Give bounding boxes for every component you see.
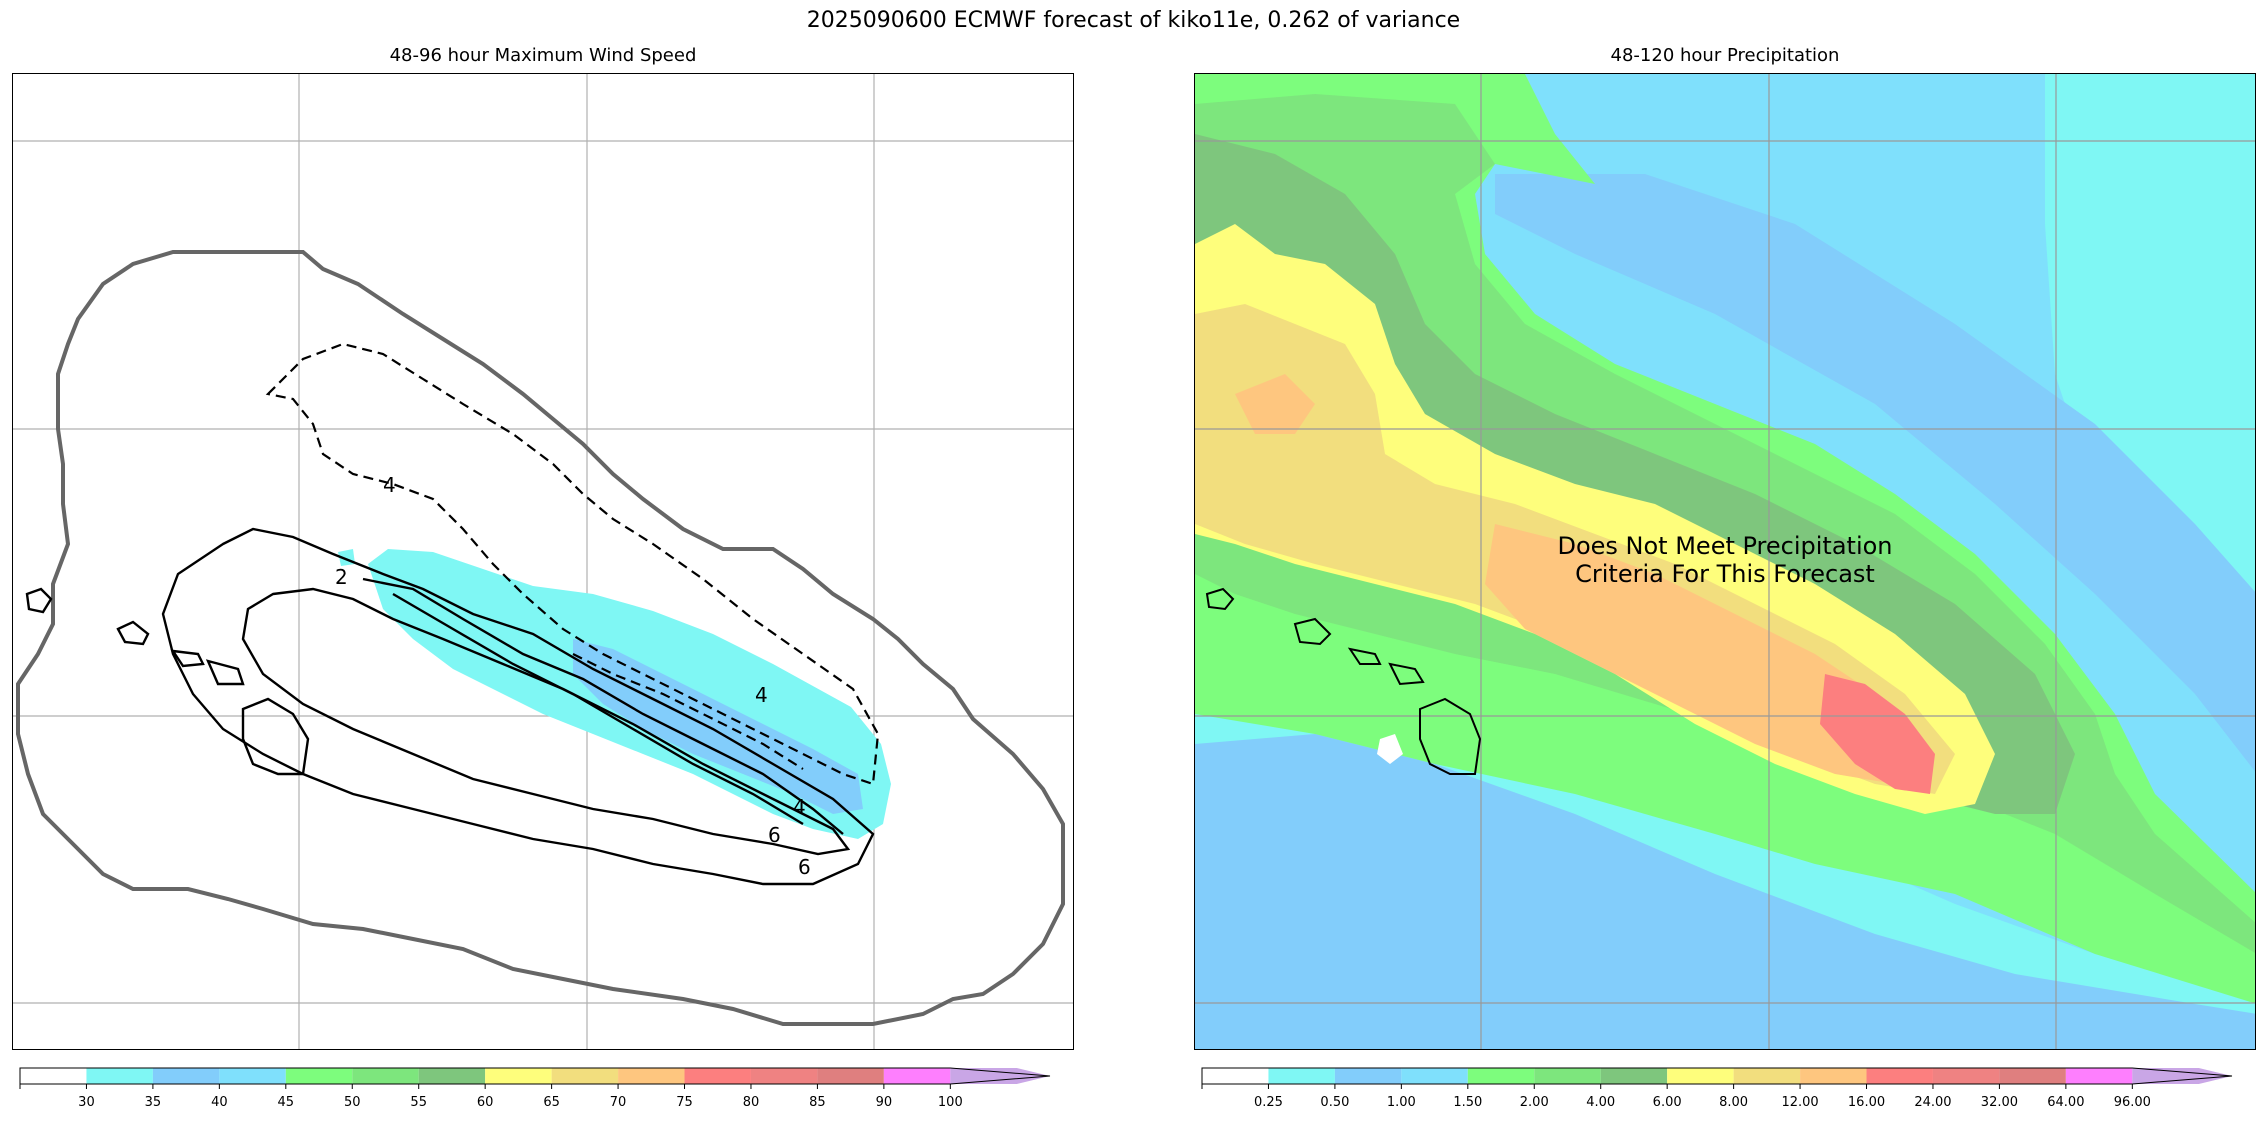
wind-speed-colorbar-bin [950, 1068, 1050, 1084]
wind-speed-colorbar-bin [285, 1068, 353, 1084]
map-gridlines [13, 74, 1073, 1049]
wind-speed-colorbar-tick-label: 80 [743, 1095, 760, 1110]
forecast-envelope [16, 250, 1065, 1026]
precipitation-colorbar-svg: 0.25 0.50 1.00 1.50 2.00 4.00 6.00 8.00 12.00 16.… [1201, 1067, 2233, 1110]
figure-title: 2025090600 ECMWF forecast of kiko11e, 0.… [806, 8, 1461, 33]
contour-label: 4 [383, 473, 396, 497]
precipitation-colorbar-bin [1667, 1068, 1734, 1084]
precipitation-colorbar-tick-label: 24.00 [1914, 1095, 1951, 1110]
precipitation-colorbar-tick-label: 64.00 [2047, 1095, 2084, 1110]
precipitation-colorbar-bin [1334, 1068, 1402, 1084]
wind-speed-colorbar-svg: 30 35 40 45 50 55 60 65 70 75 80 85 90 100 [19, 1067, 1051, 1110]
precipitation-colorbar-bin [1467, 1068, 1535, 1084]
contour-label: 4 [793, 795, 806, 819]
wind-speed-colorbar-outline [19, 1067, 1051, 1085]
map-gridlines [1195, 74, 2255, 1049]
wind-speed-colorbar-tick-label: 65 [543, 1095, 560, 1110]
precipitation-colorbar-tick-label: 1.50 [1453, 1095, 1482, 1110]
precipitation-colorbar-bin [1268, 1068, 1335, 1084]
left-panel-title: 48-96 hour Maximum Wind Speed [389, 45, 697, 66]
precip-fill-24.00 [1820, 674, 1935, 794]
wind-speed-colorbar-bin [152, 1068, 220, 1084]
precipitation-colorbar-bin [1401, 1068, 1468, 1084]
precipitation-colorbar-bin [1866, 1068, 1933, 1084]
wind-speed-colorbar-bin [20, 1068, 87, 1084]
wind-contours-solid [25, 527, 875, 886]
wind-speed-colorbar-tick-label: 60 [477, 1095, 494, 1110]
wind-speed-fill-35kt [573, 639, 863, 814]
precipitation-colorbar-bin [2132, 1068, 2232, 1084]
wind-contours-dashed [265, 342, 880, 786]
wind-speed-colorbar-bin [219, 1068, 286, 1084]
contour-label: 4 [755, 683, 768, 707]
precipitation-colorbar-tick-label: 0.25 [1254, 1095, 1283, 1110]
precipitation-colorbar-tick-label: 32.00 [1981, 1095, 2018, 1110]
wind-speed-colorbar-bin [418, 1068, 486, 1084]
wind-speed-colorbar-tick-label: 55 [410, 1095, 427, 1110]
wind-speed-colorbar: 30 35 40 45 50 55 60 65 70 75 80 85 90 100 [19, 1067, 1070, 1118]
precipitation-colorbar-bin [1600, 1068, 1668, 1084]
precipitation-colorbar-tick-label: 8.00 [1719, 1095, 1748, 1110]
wind-speed-colorbar-tick-label: 100 [938, 1095, 963, 1110]
precipitation-colorbar-tick-label: 96.00 [2114, 1095, 2151, 1110]
wind-speed-colorbar-tick-label: 40 [211, 1095, 228, 1110]
wind-speed-colorbar-tick-label: 35 [145, 1095, 162, 1110]
wind-speed-colorbar-tick-label: 85 [809, 1095, 826, 1110]
precip-fill-16.00 [1235, 374, 1315, 434]
right-panel-title: 48-120 hour Precipitation [1610, 45, 1840, 66]
precipitation-colorbar: 0.25 0.50 1.00 1.50 2.00 4.00 6.00 8.00 12.00 16.… [1201, 1067, 2252, 1118]
wind-speed-colorbar-bin [86, 1068, 153, 1084]
wind-speed-colorbar-tick-label: 50 [344, 1095, 361, 1110]
island-coastlines [1205, 587, 1482, 775]
wind-speed-colorbar-tick-label: 70 [610, 1095, 627, 1110]
precipitation-colorbar-tick-label: 12.00 [1781, 1095, 1818, 1110]
contour-label: 2 [335, 565, 348, 589]
wind-speed-colorbar-bin [817, 1068, 884, 1084]
precipitation-colorbar-tick-label: 16.00 [1848, 1095, 1885, 1110]
precipitation-colorbar-bin [1999, 1068, 2066, 1084]
wind-speed-colorbar-bin [618, 1068, 685, 1084]
precipitation-colorbar-tick-label: 1.00 [1387, 1095, 1416, 1110]
precipitation-map-canvas [1195, 74, 2255, 1049]
precipitation-map: Does Not Meet Precipitation Criteria For… [1194, 73, 2256, 1050]
precipitation-colorbar-bin [1800, 1068, 1867, 1084]
precip-fill-0.50 [1195, 734, 2255, 1049]
wind-speed-map: 2 4 4 6 4 6 [12, 73, 1074, 1050]
precipitation-colorbar-outline [1201, 1067, 2233, 1085]
wind-speed-colorbar-bin [750, 1068, 818, 1084]
precipitation-colorbar-bin [1733, 1068, 1801, 1084]
precipitation-colorbar-bin [1534, 1068, 1601, 1084]
precipitation-colorbar-bin [2065, 1068, 2133, 1084]
wind-speed-colorbar-tick-label: 30 [78, 1095, 95, 1110]
wind-speed-colorbar-bin [352, 1068, 419, 1084]
contour-label: 6 [798, 855, 811, 879]
precipitation-colorbar-tick-label: 4.00 [1586, 1095, 1615, 1110]
wind-speed-colorbar-bin [485, 1068, 552, 1084]
contour-label: 6 [768, 823, 781, 847]
wind-speed-colorbar-bin [684, 1068, 751, 1084]
precipitation-colorbar-bin [1202, 1068, 1269, 1084]
wind-speed-map-canvas: 2 4 4 6 4 6 [13, 74, 1073, 1049]
precipitation-colorbar-bin [1932, 1068, 2000, 1084]
wind-speed-colorbar-bin [883, 1068, 951, 1084]
wind-speed-colorbar-tick-label: 45 [278, 1095, 295, 1110]
wind-speed-colorbar-tick-label: 90 [876, 1095, 893, 1110]
wind-speed-colorbar-bin [551, 1068, 619, 1084]
precipitation-colorbar-tick-label: 2.00 [1520, 1095, 1549, 1110]
precipitation-annotation: Does Not Meet Precipitation Criteria For… [1557, 532, 1893, 588]
precipitation-colorbar-tick-label: 0.50 [1320, 1095, 1349, 1110]
precipitation-colorbar-tick-label: 6.00 [1653, 1095, 1682, 1110]
wind-speed-colorbar-tick-label: 75 [676, 1095, 693, 1110]
